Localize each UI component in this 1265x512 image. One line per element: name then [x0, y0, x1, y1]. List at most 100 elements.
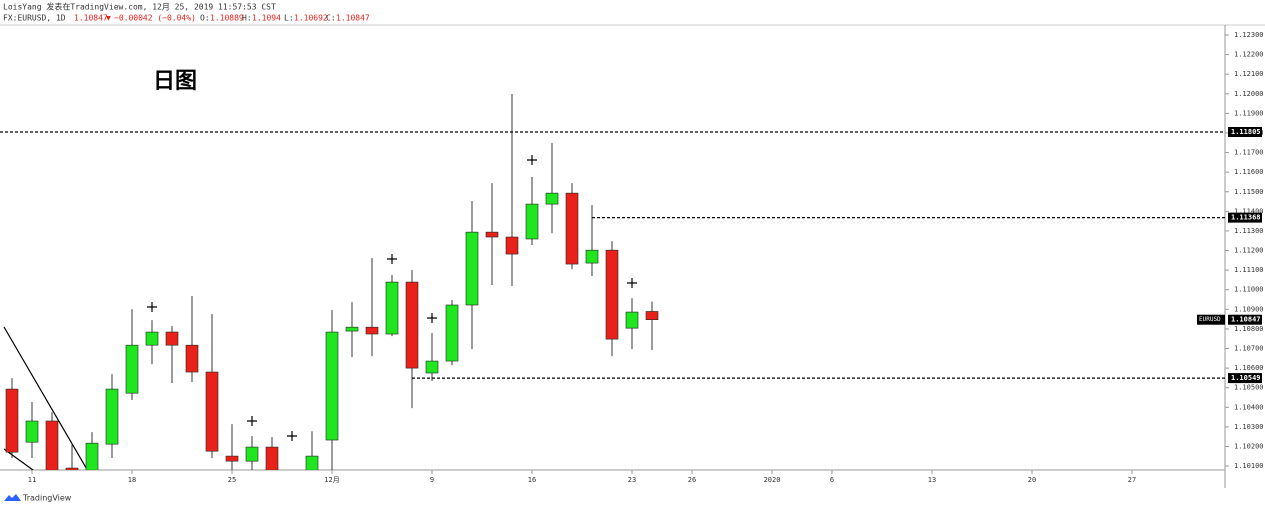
l-value: 1.10692 [294, 14, 328, 23]
candle-body [565, 192, 579, 265]
symbol-tag-box [1197, 314, 1225, 325]
last-price: 1.10847 [74, 14, 108, 23]
y-tick-label: 1.10700 [1234, 345, 1264, 353]
y-tick-label: 1.10300 [1234, 423, 1264, 431]
candle-body [65, 467, 79, 470]
symbol-tag: EURUSD [1199, 316, 1221, 323]
y-tick-label: 1.10200 [1234, 442, 1264, 450]
y-tick-label: 1.12300 [1234, 31, 1264, 39]
o-label: O: [200, 14, 210, 23]
candle-body [245, 446, 259, 462]
x-tick-label: 26 [688, 476, 696, 484]
candle-body [625, 311, 639, 329]
y-tick-label: 1.11400 [1234, 207, 1264, 215]
candle-body [265, 446, 279, 470]
author-line: LoisYang 发表在TradingView.com, 12月 25, 201… [3, 2, 276, 12]
y-tick-label: 1.10600 [1234, 364, 1264, 372]
price-label: 1.10847 [1231, 316, 1261, 324]
x-tick-label: 25 [228, 476, 236, 484]
candle-body [545, 192, 559, 205]
x-tick-label: 27 [1128, 476, 1136, 484]
x-tick-label: 13 [928, 476, 936, 484]
price-label-box [1228, 314, 1262, 325]
candle-body [25, 420, 39, 443]
candle-body [5, 388, 19, 453]
y-tick-label: 1.12000 [1234, 90, 1264, 98]
arrow: ▼ [106, 14, 111, 23]
cross-markers [147, 155, 637, 441]
change: −0.00042 (−0.04%) [114, 14, 196, 23]
candle-body [105, 388, 119, 445]
y-tick-label: 1.12100 [1234, 70, 1264, 78]
candle-body [185, 344, 199, 373]
candle-body [445, 304, 459, 362]
brand: TradingView [22, 494, 72, 503]
trend-line [3, 326, 89, 470]
symbol: FX:EURUSD, 1D [3, 14, 66, 23]
y-tick-label: 1.10100 [1234, 462, 1264, 470]
candle-body [205, 371, 219, 452]
x-tick-label: 9 [430, 476, 434, 484]
x-tick-label: 6 [830, 476, 834, 484]
level-label-box [1228, 212, 1262, 223]
level-label-box [1228, 126, 1262, 137]
candle-body [305, 455, 319, 470]
y-tick-label: 1.11300 [1234, 227, 1264, 235]
y-tick-label: 1.10900 [1234, 305, 1264, 313]
candle-body [485, 231, 499, 238]
candle-body [505, 236, 519, 255]
candle-body [125, 344, 139, 394]
y-tick-label: 1.11700 [1234, 149, 1264, 157]
candle-body [645, 311, 659, 321]
logo [4, 494, 21, 501]
x-tick-label: 18 [128, 476, 136, 484]
candle-body [465, 231, 479, 306]
h-label: H: [242, 14, 252, 23]
y-tick-label: 1.11900 [1234, 109, 1264, 117]
x-tick-label: 12月 [324, 476, 339, 484]
candle-body [605, 249, 619, 340]
candle-body [45, 420, 59, 470]
y-tick-label: 1.12200 [1234, 51, 1264, 59]
x-tick-label: 11 [28, 476, 36, 484]
y-tick-label: 1.10400 [1234, 403, 1264, 411]
c-label: C: [326, 14, 336, 23]
candle-body [325, 331, 339, 441]
candle-body [585, 249, 599, 264]
x-tick-label: 2020 [764, 476, 781, 484]
candle-body [225, 455, 239, 462]
candle-body [145, 331, 159, 346]
x-tick-label: 23 [628, 476, 636, 484]
y-tick-label: 1.11200 [1234, 247, 1264, 255]
candle-body [385, 281, 399, 335]
candle-body [85, 442, 99, 470]
x-tick-label: 20 [1028, 476, 1036, 484]
level-label: 1.10549 [1231, 374, 1261, 382]
level-label-box [1228, 373, 1262, 384]
y-tick-label: 1.10800 [1234, 325, 1264, 333]
h-value: 1.1094 [252, 14, 281, 23]
annotation: 日图 [153, 69, 197, 94]
level-label: 1.11368 [1231, 214, 1261, 222]
c-value: 1.10847 [336, 14, 370, 23]
candle-body [345, 326, 359, 332]
level-label: 1.11805 [1231, 128, 1261, 136]
y-tick-label: 1.11600 [1234, 168, 1264, 176]
drawings [3, 155, 637, 470]
y-tick-label: 1.11000 [1234, 286, 1264, 294]
candle-body [425, 360, 439, 374]
y-tick-label: 1.11500 [1234, 188, 1264, 196]
candle-body [165, 331, 179, 346]
candles [5, 93, 659, 470]
candle-body [365, 326, 379, 335]
y-tick-label: 1.10500 [1234, 384, 1264, 392]
l-label: L: [284, 14, 294, 23]
x-tick-label: 16 [528, 476, 536, 484]
candle-body [405, 281, 419, 369]
candle-body [525, 203, 539, 240]
trend-line [3, 448, 34, 470]
o-value: 1.10889 [210, 14, 244, 23]
y-tick-label: 1.11100 [1234, 266, 1264, 274]
